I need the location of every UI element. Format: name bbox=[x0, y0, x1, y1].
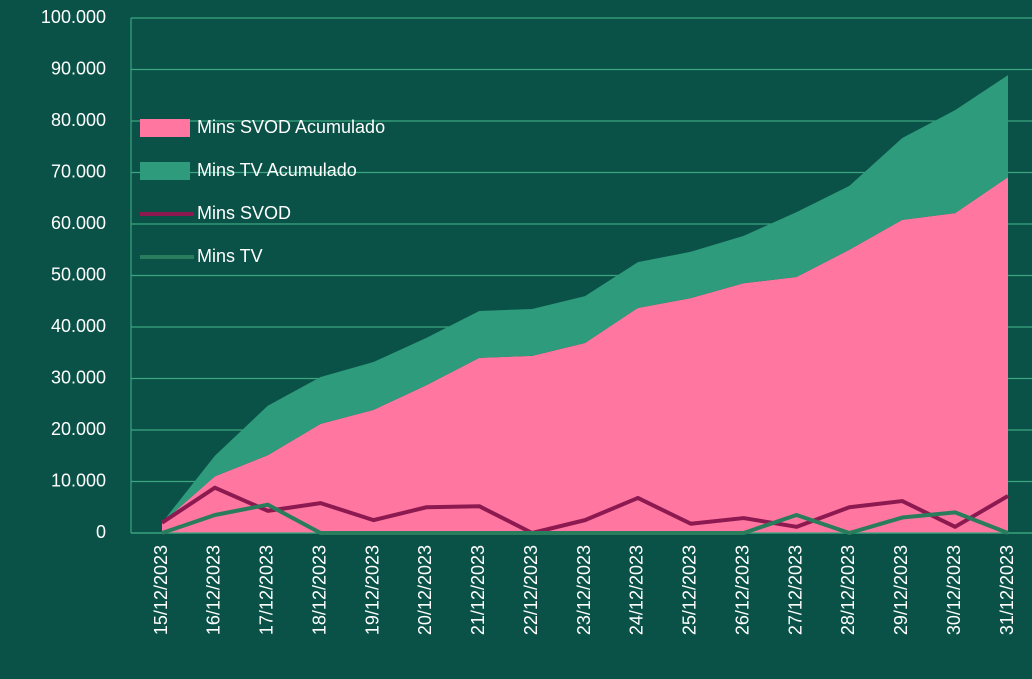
legend-item: Mins SVOD bbox=[140, 203, 291, 223]
x-tick-label: 29/12/2023 bbox=[891, 545, 911, 635]
y-tick-label: 40.000 bbox=[51, 316, 106, 336]
legend-label: Mins TV Acumulado bbox=[197, 160, 357, 180]
legend-label: Mins SVOD Acumulado bbox=[197, 117, 385, 137]
legend: Mins SVOD Acumulado Mins TV Acumulado Mins… bbox=[140, 117, 385, 266]
legend-swatch bbox=[140, 162, 190, 180]
area bbox=[162, 177, 1008, 533]
legend-label: Mins SVOD bbox=[197, 203, 291, 223]
y-tick-label: 50.000 bbox=[51, 264, 106, 284]
x-tick-label: 19/12/2023 bbox=[362, 545, 382, 635]
x-tick-label: 17/12/2023 bbox=[257, 545, 277, 635]
x-tick-label: 18/12/2023 bbox=[309, 545, 329, 635]
y-tick-label: 60.000 bbox=[51, 213, 106, 233]
y-tick-label: 10.000 bbox=[51, 470, 106, 490]
legend-item: Mins SVOD Acumulado bbox=[140, 117, 385, 137]
x-tick-label: 15/12/2023 bbox=[151, 545, 171, 635]
x-tick-label: 31/12/2023 bbox=[997, 545, 1017, 635]
line bbox=[160, 485, 1010, 535]
area bbox=[162, 75, 1008, 523]
x-tick-label: 23/12/2023 bbox=[574, 545, 594, 635]
x-tick-label: 25/12/2023 bbox=[680, 545, 700, 635]
x-tick-label: 16/12/2023 bbox=[204, 545, 224, 635]
y-tick-label: 20.000 bbox=[51, 419, 106, 439]
x-tick-label: 21/12/2023 bbox=[468, 545, 488, 635]
legend-label: Mins TV bbox=[197, 246, 263, 266]
y-tick-label: 80.000 bbox=[51, 110, 106, 130]
y-tick-label: 100.000 bbox=[41, 7, 106, 27]
legend-item: Mins TV bbox=[140, 246, 263, 266]
x-tick-label: 30/12/2023 bbox=[944, 545, 964, 635]
y-tick-label: 70.000 bbox=[51, 161, 106, 181]
x-tick-label: 24/12/2023 bbox=[627, 545, 647, 635]
legend-item: Mins TV Acumulado bbox=[140, 160, 357, 180]
x-tick-label: 20/12/2023 bbox=[415, 545, 435, 635]
line bbox=[161, 502, 1009, 535]
y-tick-label: 90.000 bbox=[51, 58, 106, 78]
x-tick-label: 26/12/2023 bbox=[732, 545, 752, 635]
x-tick-label: 28/12/2023 bbox=[838, 545, 858, 635]
legend-swatch bbox=[140, 119, 190, 137]
y-tick-label: 30.000 bbox=[51, 367, 106, 387]
x-tick-label: 22/12/2023 bbox=[521, 545, 541, 635]
x-tick-label: 27/12/2023 bbox=[785, 545, 805, 635]
y-tick-label: 0 bbox=[96, 522, 106, 542]
